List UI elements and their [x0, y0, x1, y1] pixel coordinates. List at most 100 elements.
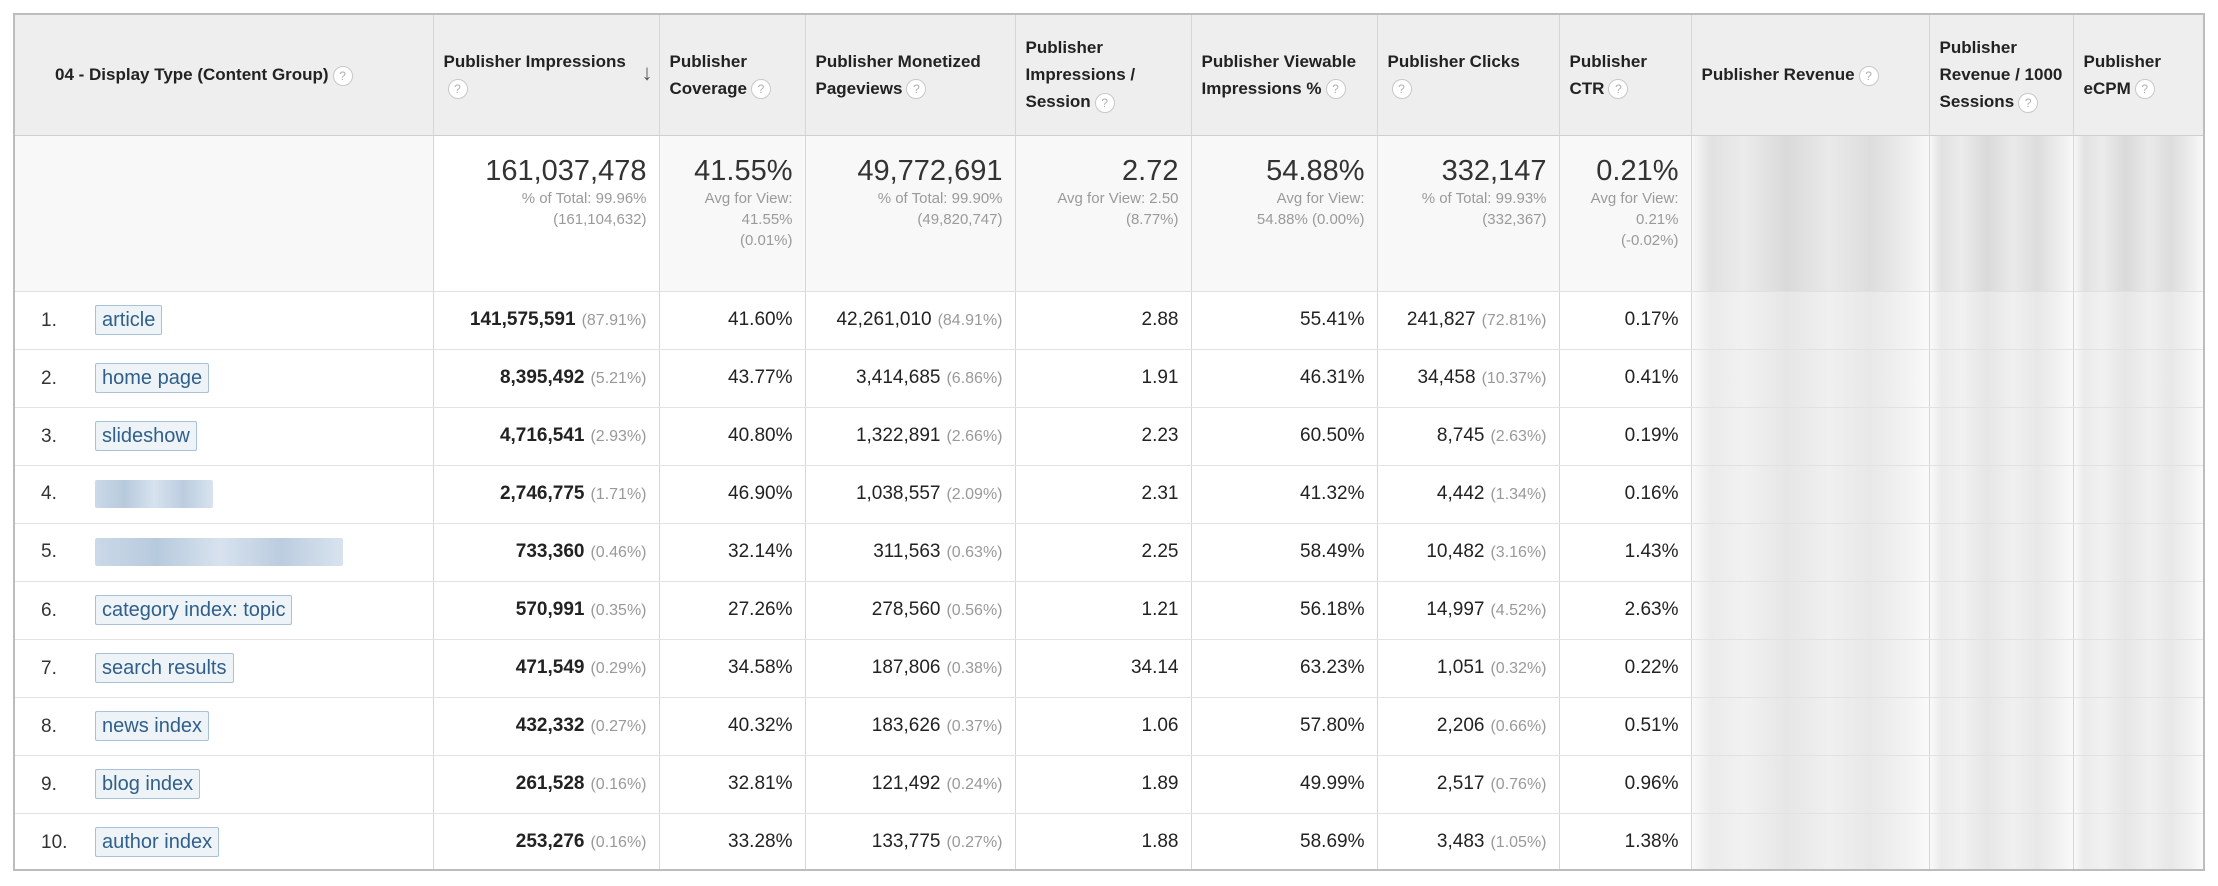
clicks-percent: (4.52%) — [1490, 602, 1547, 619]
coverage-cell: 32.81% — [659, 755, 806, 814]
coverage-cell: 34.58% — [659, 639, 806, 698]
column-header-ecpm[interactable]: Publisher eCPM? — [2073, 15, 2203, 136]
help-icon[interactable]: ? — [1391, 79, 1412, 100]
report-table-frame: 04 - Display Type (Content Group)? Publi… — [13, 13, 2205, 871]
redacted-block — [1929, 349, 2073, 407]
clicks-percent: (0.32%) — [1490, 660, 1547, 677]
help-icon[interactable]: ? — [906, 79, 927, 100]
redacted-block — [2073, 639, 2203, 697]
coverage-cell: 33.28% — [659, 813, 806, 869]
impressions-value: 4,716,541 — [499, 425, 585, 446]
table-body: 1. article 141,575,591 (87.91%) 41.60% 42,… — [15, 291, 2203, 869]
impressions-cell: 733,360 (0.46%) — [433, 523, 660, 582]
column-header-coverage[interactable]: Publisher Coverage? — [659, 15, 806, 136]
imp-session-cell: 1.21 — [1015, 581, 1192, 640]
row-index: 3. — [41, 426, 57, 447]
table-row: 1. article 141,575,591 (87.91%) 41.60% 42,… — [15, 291, 2203, 350]
rev1000-cell-redacted — [1929, 465, 2074, 524]
monetized-cell: 133,775 (0.27%) — [805, 813, 1016, 869]
help-icon[interactable]: ? — [1094, 92, 1115, 113]
clicks-percent: (10.37%) — [1481, 370, 1547, 387]
help-icon[interactable]: ? — [750, 79, 771, 100]
dimension-value-link[interactable]: author index — [95, 827, 220, 857]
impressions-cell: 570,991 (0.35%) — [433, 581, 660, 640]
total-value: 0.21% — [1596, 154, 1679, 187]
help-icon[interactable]: ? — [1608, 79, 1629, 100]
column-header-clicks[interactable]: Publisher Clicks? — [1377, 15, 1560, 136]
totals-coverage: 41.55% Avg for View: 41.55% (0.01%) — [659, 135, 806, 292]
column-header-revenue[interactable]: Publisher Revenue? — [1691, 15, 1930, 136]
totals-row: 161,037,478 % of Total: 99.96% (161,104,… — [15, 135, 2203, 292]
dimension-value-redacted[interactable] — [95, 538, 343, 566]
rev1000-cell-redacted — [1929, 349, 2074, 408]
help-icon[interactable]: ? — [447, 79, 468, 100]
totals-viewable: 54.88% Avg for View: 54.88% (0.00%) — [1191, 135, 1378, 292]
help-icon[interactable]: ? — [1858, 65, 1879, 86]
ctr-cell: 0.96% — [1559, 755, 1692, 814]
impressions-cell: 8,395,492 (5.21%) — [433, 349, 660, 408]
sort-descending-icon[interactable]: ↓ — [641, 60, 653, 85]
column-header-impressions[interactable]: Publisher Impressions? ↓ — [433, 15, 660, 136]
ecpm-cell-redacted — [2073, 581, 2203, 640]
row-index: 8. — [41, 716, 57, 737]
column-header-label: Publisher Clicks — [1387, 51, 1520, 71]
column-header-viewable[interactable]: Publisher Viewable Impressions %? — [1191, 15, 1378, 136]
column-header-impressions-per-session[interactable]: Publisher Impressions / Session? — [1015, 15, 1192, 136]
help-icon[interactable]: ? — [2134, 79, 2155, 100]
rev1000-cell-redacted — [1929, 581, 2074, 640]
clicks-value: 10,482 — [1426, 541, 1485, 562]
monetized-cell: 278,560 (0.56%) — [805, 581, 1016, 640]
viewable-cell: 60.50% — [1191, 407, 1378, 466]
monetized-value: 133,775 — [871, 831, 941, 852]
viewable-cell: 58.69% — [1191, 813, 1378, 869]
column-header-label: Publisher eCPM — [2083, 51, 2161, 98]
impressions-percent: (0.29%) — [590, 660, 647, 677]
column-header-monetized-pageviews[interactable]: Publisher Monetized Pageviews? — [805, 15, 1016, 136]
table-row: 3. slideshow 4,716,541 (2.93%) 40.80% 1,32… — [15, 407, 2203, 466]
dimension-value-link[interactable]: news index — [95, 711, 210, 741]
column-header-dimension[interactable]: 04 - Display Type (Content Group)? — [15, 15, 434, 136]
total-value: 2.72 — [1122, 154, 1179, 187]
column-header-label: Publisher CTR — [1569, 51, 1647, 98]
dimension-value-link[interactable]: article — [95, 305, 163, 335]
redacted-block — [1929, 697, 2073, 755]
redacted-block — [2073, 465, 2203, 523]
redacted-block — [1929, 639, 2073, 697]
rev1000-cell-redacted — [1929, 755, 2074, 814]
clicks-value: 14,997 — [1426, 599, 1485, 620]
help-icon[interactable]: ? — [1325, 79, 1346, 100]
dimension-value-link[interactable]: slideshow — [95, 421, 197, 451]
rev1000-cell-redacted — [1929, 639, 2074, 698]
impressions-value: 2,746,775 — [499, 483, 585, 504]
viewable-cell: 49.99% — [1191, 755, 1378, 814]
column-header-ctr[interactable]: Publisher CTR? — [1559, 15, 1692, 136]
column-header-label: Publisher Viewable Impressions % — [1201, 51, 1357, 98]
dimension-value-link[interactable]: home page — [95, 363, 210, 393]
redacted-block — [1691, 407, 1929, 465]
dimension-value-link[interactable]: search results — [95, 653, 234, 683]
rev1000-cell-redacted — [1929, 407, 2074, 466]
dimension-value-redacted[interactable] — [95, 480, 213, 508]
clicks-cell: 2,206 (0.66%) — [1377, 697, 1560, 756]
row-index: 2. — [41, 368, 57, 389]
dimension-value-link[interactable]: blog index — [95, 769, 201, 799]
total-value: 332,147 — [1441, 154, 1547, 187]
viewable-cell: 55.41% — [1191, 291, 1378, 350]
dimension-cell: 4. — [15, 465, 434, 524]
ecpm-cell-redacted — [2073, 523, 2203, 582]
impressions-percent: (0.16%) — [590, 776, 647, 793]
totals-imp-session: 2.72 Avg for View: 2.50 (8.77%) — [1015, 135, 1192, 292]
dimension-value-link[interactable]: category index: topic — [95, 595, 293, 625]
coverage-cell: 27.26% — [659, 581, 806, 640]
impressions-cell: 471,549 (0.29%) — [433, 639, 660, 698]
total-sub: (161,104,632) — [553, 210, 647, 228]
dimension-cell: 6. category index: topic — [15, 581, 434, 640]
column-header-revenue-per-1000[interactable]: Publisher Revenue / 1000 Sessions? — [1929, 15, 2074, 136]
row-index: 1. — [41, 310, 57, 331]
monetized-percent: (0.27%) — [946, 834, 1003, 851]
monetized-percent: (0.37%) — [946, 718, 1003, 735]
help-icon[interactable]: ? — [2018, 92, 2039, 113]
monetized-value: 121,492 — [871, 773, 941, 794]
help-icon[interactable]: ? — [332, 65, 353, 86]
monetized-percent: (0.38%) — [946, 660, 1003, 677]
